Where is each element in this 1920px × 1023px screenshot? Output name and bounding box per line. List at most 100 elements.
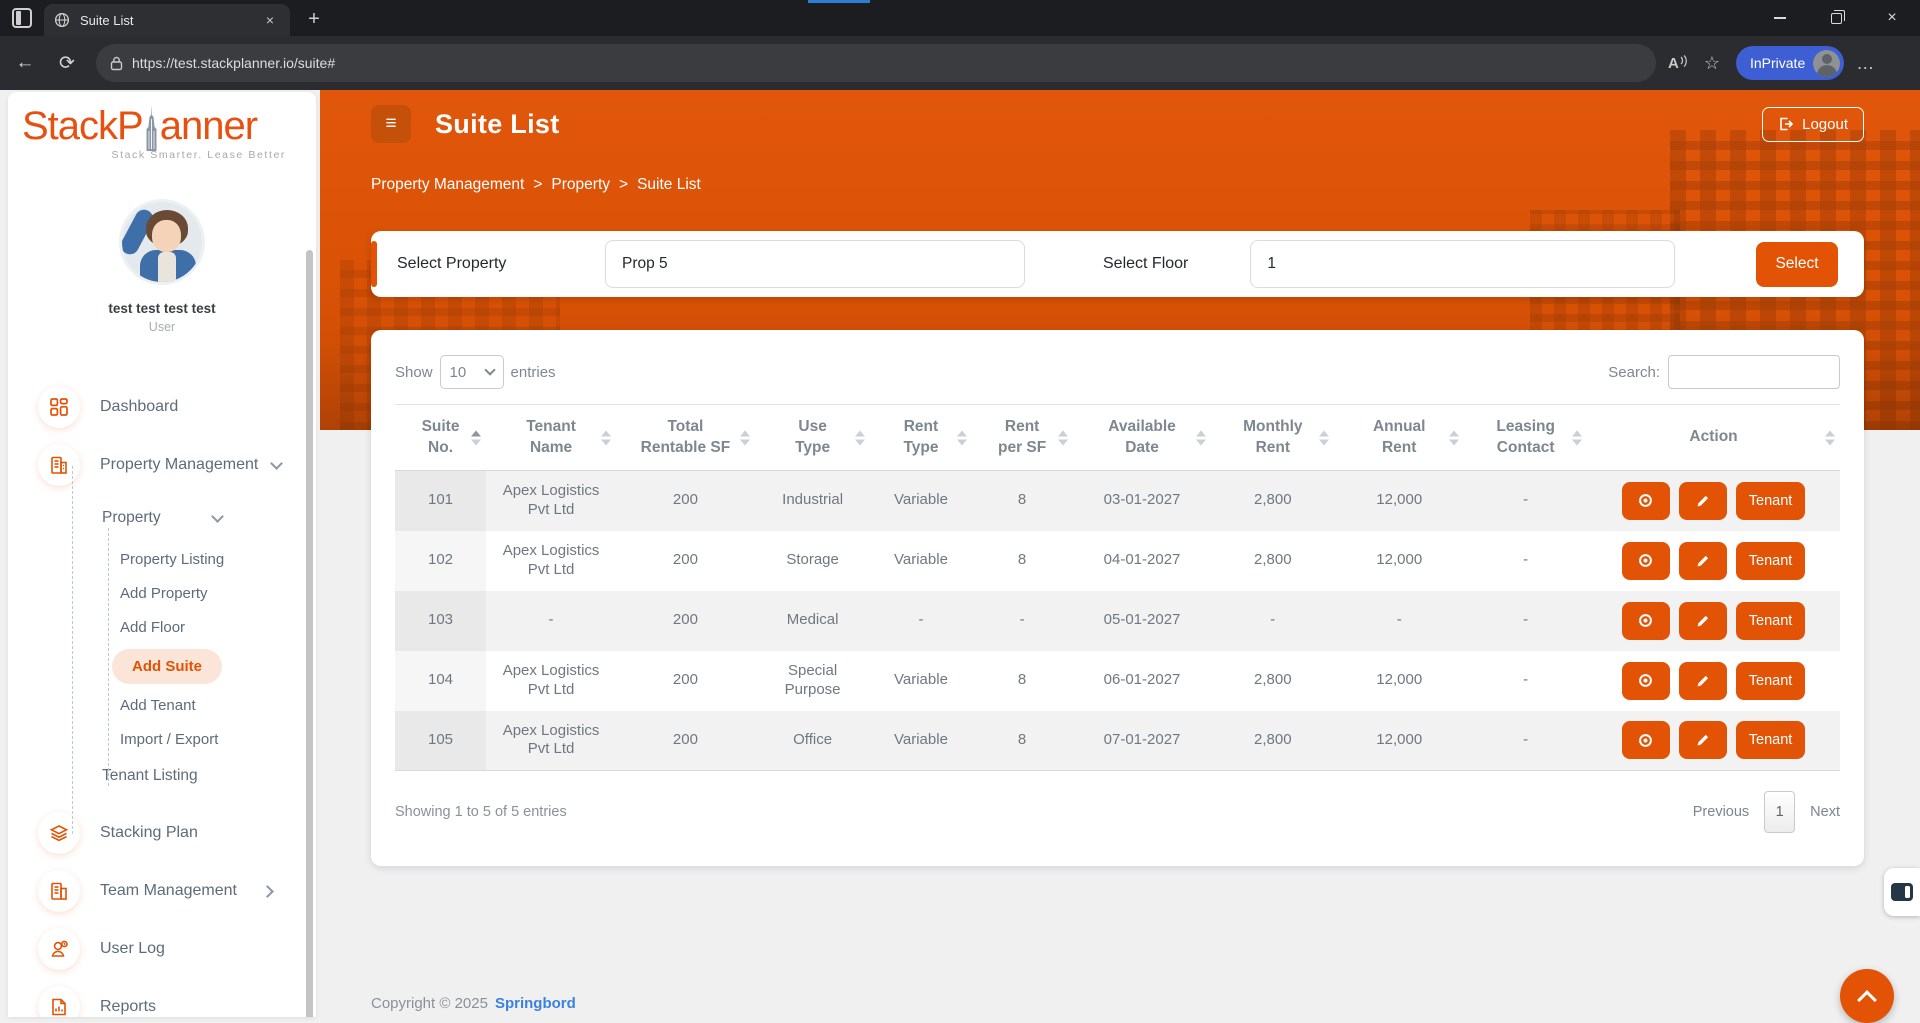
property-select-input[interactable] (605, 240, 1025, 288)
column-header[interactable]: Rent per SF (972, 405, 1073, 471)
column-header[interactable]: Action (1587, 405, 1840, 471)
sort-icon (957, 430, 967, 445)
column-header[interactable]: Leasing Contact (1464, 405, 1587, 471)
tenant-button[interactable]: Tenant (1736, 662, 1806, 700)
column-header[interactable]: Annual Rent (1334, 405, 1464, 471)
table-cell: - (870, 591, 971, 651)
edit-button[interactable] (1679, 662, 1727, 700)
app-logo[interactable]: StackP anner (22, 104, 316, 149)
breadcrumb-link[interactable]: Property (551, 176, 610, 194)
page-size-select[interactable]: 10 (440, 355, 504, 389)
sidebar-panel-icon (1891, 883, 1913, 901)
column-header[interactable]: Available Date (1073, 405, 1212, 471)
scroll-to-top-button[interactable] (1840, 969, 1894, 1023)
sidebar-item-add-tenant[interactable]: Add Tenant (8, 688, 316, 722)
hamburger-button[interactable]: ≡ (371, 105, 411, 143)
restore-button[interactable] (1808, 0, 1864, 36)
tenant-button[interactable]: Tenant (1736, 602, 1806, 640)
springbord-link[interactable]: Springbord (495, 995, 576, 1012)
table-cell: 8 (972, 531, 1073, 591)
table-cell: Industrial (755, 471, 871, 531)
restore-icon (1831, 13, 1842, 24)
tenant-button[interactable]: Tenant (1736, 482, 1806, 520)
view-button[interactable] (1622, 662, 1670, 700)
sidebar-item-import-export[interactable]: Import / Export (8, 722, 316, 756)
sidebar-scrollbar[interactable] (306, 250, 313, 1017)
table-cell: Apex Logistics Pvt Ltd (486, 711, 616, 771)
table-cell: - (1211, 591, 1334, 651)
sidebar-item-property-management[interactable]: Property Management (8, 436, 316, 494)
sidebar-item-add-floor[interactable]: Add Floor (8, 610, 316, 644)
sidebar-item-add-suite[interactable]: Add Suite (8, 644, 316, 688)
minimize-button[interactable] (1752, 0, 1808, 36)
sidebar-item-team-management[interactable]: Team Management (8, 862, 316, 920)
previous-page-button[interactable]: Previous (1693, 804, 1749, 820)
tab-actions-icon[interactable] (12, 8, 32, 28)
inprivate-badge[interactable]: InPrivate (1736, 46, 1844, 80)
tenant-button[interactable]: Tenant (1736, 721, 1806, 759)
chevron-down-icon (270, 457, 283, 470)
edit-button[interactable] (1679, 721, 1727, 759)
table-cell: 200 (616, 471, 755, 531)
sidebar-item-user-log[interactable]: User Log (8, 920, 316, 978)
sidebar-item-dashboard[interactable]: Dashboard (8, 378, 316, 436)
column-header[interactable]: Use Type (755, 405, 871, 471)
sidebar-item-property[interactable]: Property (8, 494, 316, 542)
tenant-button[interactable]: Tenant (1736, 542, 1806, 580)
select-button[interactable]: Select (1756, 242, 1838, 287)
browser-sidebar-handle[interactable] (1884, 868, 1920, 916)
table-cell: - (1464, 531, 1587, 591)
sort-icon (740, 430, 750, 445)
close-window-button[interactable]: × (1864, 0, 1920, 36)
view-button[interactable] (1622, 602, 1670, 640)
app-shell: StackP anner Stack Smarter. Lease Better… (0, 90, 1920, 1017)
edit-button[interactable] (1679, 602, 1727, 640)
view-button[interactable] (1622, 542, 1670, 580)
sort-icon (1319, 430, 1329, 445)
table-cell: Variable (870, 651, 971, 711)
refresh-button[interactable]: ⟳ (50, 46, 84, 80)
table-cell: - (1464, 711, 1587, 771)
view-button[interactable] (1622, 482, 1670, 520)
entries-label: entries (511, 364, 556, 381)
edit-button[interactable] (1679, 542, 1727, 580)
column-header[interactable]: Suite No. (395, 405, 486, 471)
sidebar-item-stacking-plan[interactable]: Stacking Plan (8, 804, 316, 862)
table-cell: 2,800 (1211, 471, 1334, 531)
next-page-button[interactable]: Next (1810, 804, 1840, 820)
floor-select-input[interactable] (1250, 240, 1675, 288)
sidebar-item-add-property[interactable]: Add Property (8, 576, 316, 610)
view-button[interactable] (1622, 721, 1670, 759)
browser-menu-icon[interactable]: … (1856, 53, 1875, 74)
address-bar[interactable]: https://test.stackplanner.io/suite# (96, 44, 1656, 82)
table-cell: 101 (395, 471, 486, 531)
table-cell: - (1464, 651, 1587, 711)
read-aloud-icon[interactable]: A (1668, 55, 1688, 72)
column-header[interactable]: Rent Type (870, 405, 971, 471)
sidebar-item-reports[interactable]: Reports (8, 978, 316, 1017)
breadcrumb-link[interactable]: Property Management (371, 176, 524, 194)
breadcrumb: Property Management > Property > Suite L… (371, 176, 701, 194)
column-header[interactable]: Monthly Rent (1211, 405, 1334, 471)
column-header[interactable]: Tenant Name (486, 405, 616, 471)
logout-button[interactable]: Logout (1762, 107, 1864, 142)
page-title: Suite List (435, 109, 560, 140)
table-cell: 8 (972, 471, 1073, 531)
sidebar-item-tenant-listing[interactable]: Tenant Listing (8, 756, 316, 796)
table-cell: 200 (616, 711, 755, 771)
tab-close-icon[interactable]: × (260, 10, 280, 30)
table-cell: 8 (972, 651, 1073, 711)
back-button[interactable]: ← (8, 46, 42, 80)
column-header[interactable]: Total Rentable SF (616, 405, 755, 471)
current-page-button[interactable]: 1 (1764, 791, 1795, 833)
browser-tab[interactable]: Suite List × (44, 4, 290, 36)
sidebar-item-property-listing[interactable]: Property Listing (8, 542, 316, 576)
favorites-star-icon[interactable]: ☆ (1704, 53, 1720, 74)
new-tab-button[interactable]: + (300, 6, 328, 32)
table-cell: 05-01-2027 (1073, 591, 1212, 651)
table-cell: 2,800 (1211, 651, 1334, 711)
search-input[interactable] (1668, 355, 1840, 389)
edit-button[interactable] (1679, 482, 1727, 520)
